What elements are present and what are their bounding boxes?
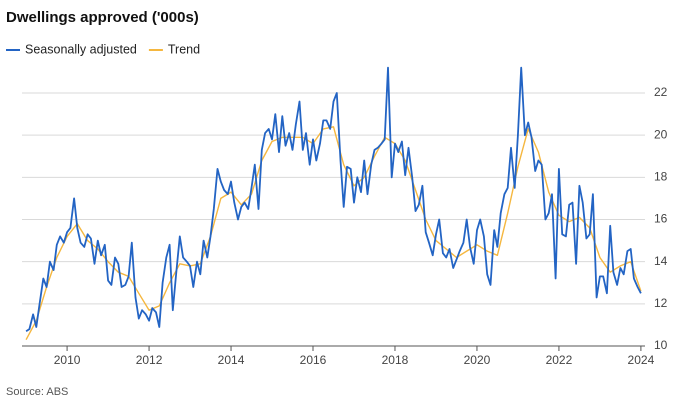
legend-label: Trend <box>168 42 200 56</box>
y-tick-label: 12 <box>654 296 668 310</box>
y-tick-label: 14 <box>654 254 668 268</box>
series-line <box>25 66 642 332</box>
x-tick-label: 2010 <box>54 353 81 367</box>
y-tick-label: 18 <box>654 170 668 184</box>
x-tick-label: 2016 <box>300 353 327 367</box>
y-tick-label: 16 <box>654 212 668 226</box>
x-tick-label: 2018 <box>382 353 409 367</box>
y-tick-label: 22 <box>654 85 668 99</box>
chart-title: Dwellings approved ('000s) <box>6 9 199 26</box>
y-tick-label: 10 <box>654 338 668 352</box>
x-tick-label: 2012 <box>136 353 163 367</box>
legend-label: Seasonally adjusted <box>25 42 137 56</box>
x-tick-label: 2020 <box>464 353 491 367</box>
x-tick-label: 2022 <box>546 353 573 367</box>
x-tick-label: 2024 <box>628 353 655 367</box>
source-note: Source: ABS <box>6 386 68 398</box>
series-line <box>25 126 642 341</box>
legend: Seasonally adjusted Trend <box>6 42 200 56</box>
y-tick-label: 20 <box>654 127 668 141</box>
x-tick-label: 2014 <box>218 353 245 367</box>
